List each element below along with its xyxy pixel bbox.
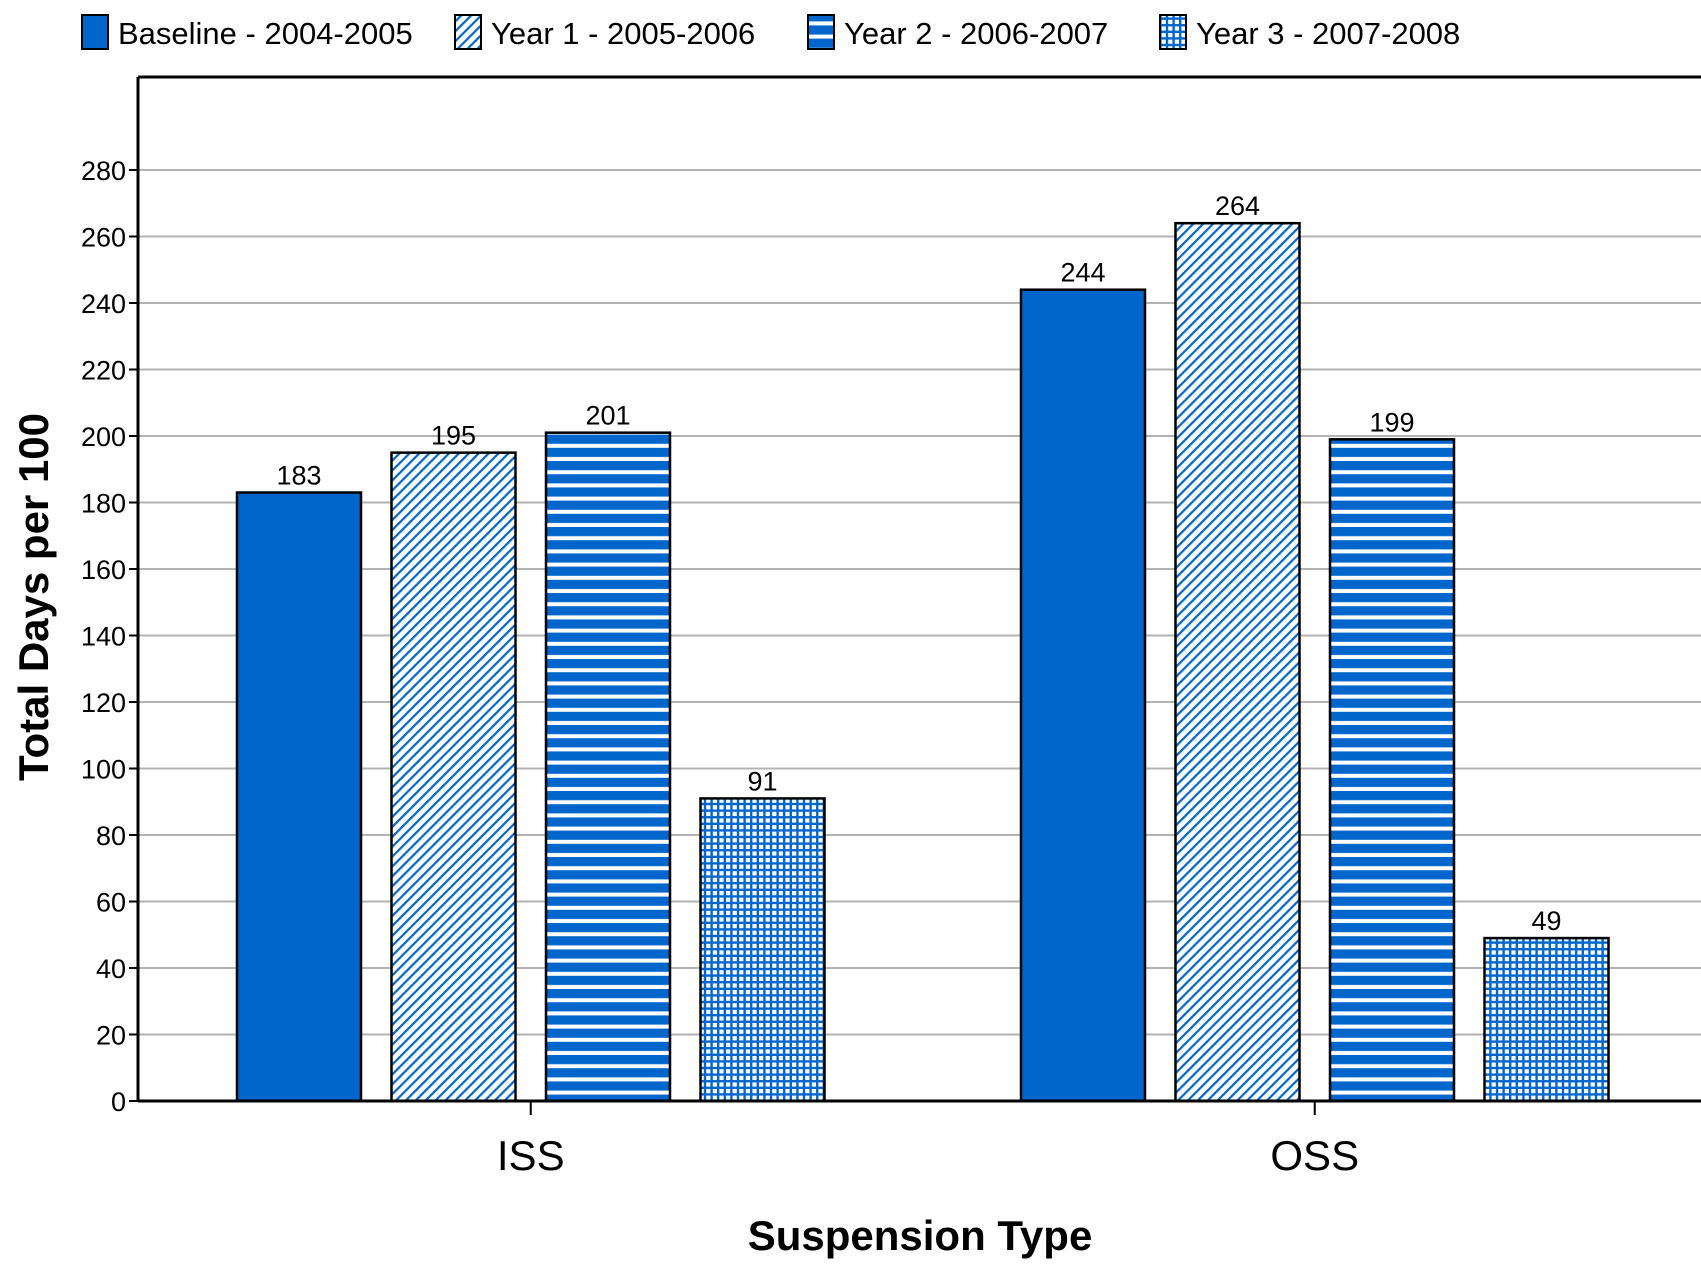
bar-value-label: 201: [585, 401, 630, 431]
legend-label: Baseline - 2004-2005: [118, 16, 413, 51]
legend-label: Year 3 - 2007-2008: [1196, 16, 1460, 51]
axes: [136, 75, 1701, 1103]
y-tick-label: 120: [81, 688, 126, 718]
legend: Baseline - 2004-2005 Year 1 - 2005-2006 Ye…: [81, 14, 1460, 51]
bar-value-label: 199: [1369, 407, 1414, 437]
y-tick-label: 180: [81, 489, 126, 519]
bar: [1019, 288, 1147, 1103]
y-tick-label: 0: [111, 1087, 126, 1117]
y-tick-label: 240: [81, 289, 126, 319]
y-tick-label: 20: [96, 1021, 126, 1051]
y-tick-label: 100: [81, 755, 126, 785]
y-tick-label: 80: [96, 821, 126, 851]
gridlines: [138, 169, 1701, 1036]
legend-swatch: [1159, 14, 1187, 50]
x-axis-ticks: ISS OSS: [497, 1101, 1359, 1179]
y-axis-ticks: 0 20 40 60 80 100 120 140 160 180 200 220 240 260 280: [81, 156, 138, 1117]
legend-label: Year 2 - 2006-2007: [844, 16, 1108, 51]
y-tick-label: 200: [81, 422, 126, 452]
bar: [235, 491, 363, 1103]
y-tick-label: 260: [81, 223, 126, 253]
bars: [235, 221, 1610, 1103]
legend-swatch: [81, 14, 109, 50]
bar-value-label: 244: [1060, 258, 1105, 288]
bar: [544, 431, 672, 1103]
x-tick-label: OSS: [1270, 1132, 1359, 1179]
bar-value-label: 91: [747, 766, 777, 796]
y-tick-label: 40: [96, 954, 126, 984]
legend-label: Year 1 - 2005-2006: [491, 16, 755, 51]
bar: [1328, 438, 1456, 1103]
x-tick-label: ISS: [497, 1132, 565, 1179]
bar: [1483, 936, 1610, 1103]
bar-value-label: 264: [1215, 191, 1260, 221]
y-tick-label: 220: [81, 356, 126, 386]
y-tick-label: 280: [81, 156, 126, 186]
bar: [699, 797, 826, 1103]
legend-swatch: [454, 14, 482, 50]
x-axis-title: Suspension Type: [748, 1212, 1093, 1259]
bar-value-label: 49: [1531, 906, 1561, 936]
y-tick-label: 60: [96, 888, 126, 918]
bar-value-label: 183: [276, 461, 321, 491]
bar: [1174, 221, 1301, 1103]
y-axis-title: Total Days per 100: [10, 413, 57, 781]
legend-swatch: [807, 14, 835, 50]
bar: [390, 451, 517, 1103]
data-labels: 183 195 201 91 244 264 199 49: [276, 191, 1561, 936]
bar-value-label: 195: [431, 421, 476, 451]
y-tick-label: 140: [81, 622, 126, 652]
plot-area: 183 195 201 91 244 264 199 49 0 20 40 60 80 100 120 14…: [81, 75, 1701, 1179]
y-tick-label: 160: [81, 555, 126, 585]
